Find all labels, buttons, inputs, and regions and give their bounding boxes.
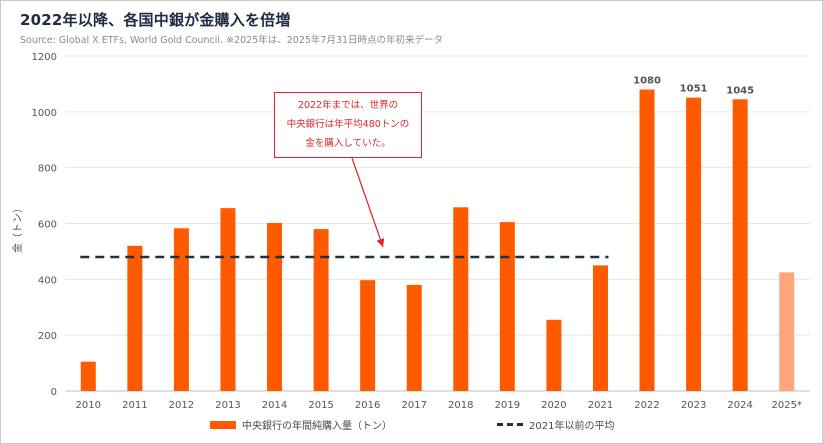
bar-2023 bbox=[686, 97, 702, 392]
bar-2020 bbox=[546, 319, 562, 391]
x-tick-label: 2025* bbox=[771, 400, 801, 411]
bar-2012 bbox=[173, 228, 189, 391]
annotation-line-2: 中央銀行は年平均480トンの bbox=[286, 119, 410, 130]
x-tick-label: 2019 bbox=[495, 400, 520, 411]
bar-2024 bbox=[732, 99, 748, 391]
bars bbox=[80, 89, 795, 392]
legend-dash-swatch bbox=[497, 423, 523, 426]
x-tick-label: 2016 bbox=[355, 400, 380, 411]
bar-2025* bbox=[779, 272, 795, 391]
x-tick-label: 2018 bbox=[448, 400, 473, 411]
x-tick-label: 2020 bbox=[541, 400, 566, 411]
annotation-arrow bbox=[351, 157, 384, 248]
legend-item-average: 2021年以前の平均 bbox=[497, 417, 614, 432]
legend-bar-swatch bbox=[210, 420, 236, 429]
bar-2010 bbox=[80, 361, 96, 391]
y-tick-label: 1200 bbox=[32, 52, 57, 63]
bar-2016 bbox=[360, 280, 376, 391]
y-tick-label: 0 bbox=[51, 387, 57, 398]
bar-2022 bbox=[639, 89, 655, 391]
chart-source-note: Source: Global X ETFs, World Gold Counci… bbox=[20, 35, 444, 46]
legend-item-bars: 中央銀行の年間純購入量（トン） bbox=[210, 417, 392, 432]
x-tick-label: 2012 bbox=[169, 400, 194, 411]
chart-title: 2022年以降、各国中銀が金購入を倍増 bbox=[20, 11, 291, 29]
legend-average-label: 2021年以前の平均 bbox=[529, 421, 615, 432]
x-tick-label: 2011 bbox=[122, 400, 147, 411]
annotation-line-3: 金を購入していた。 bbox=[305, 138, 391, 149]
x-axis-ticks: 2010 2011 2012 2013 2014 2015 2016 2017 2018 2019… bbox=[76, 400, 802, 411]
y-tick-label: 200 bbox=[38, 331, 57, 342]
annotation-line-1: 2022年までは、世界の bbox=[297, 100, 399, 111]
bar-2021 bbox=[592, 265, 608, 391]
x-tick-label: 2023 bbox=[681, 400, 706, 411]
data-label: 1051 bbox=[680, 84, 708, 95]
annotation-callout: 2022年までは、世界の 中央銀行は年平均480トンの 金を購入していた。 bbox=[274, 92, 422, 158]
x-tick-label: 2021 bbox=[588, 400, 613, 411]
data-label: 1045 bbox=[726, 85, 754, 96]
data-label: 1080 bbox=[633, 76, 661, 87]
x-tick-label: 2015 bbox=[308, 400, 333, 411]
bar-2015 bbox=[313, 229, 329, 391]
annotation-arrowhead bbox=[376, 238, 385, 247]
y-tick-label: 600 bbox=[38, 220, 57, 231]
bar-2014 bbox=[267, 222, 283, 391]
x-tick-label: 2014 bbox=[262, 400, 287, 411]
bar-2017 bbox=[406, 284, 422, 391]
bar-2013 bbox=[220, 208, 236, 391]
x-tick-label: 2010 bbox=[76, 400, 101, 411]
bar-2018 bbox=[453, 207, 469, 391]
y-tick-label: 400 bbox=[38, 275, 57, 286]
y-axis-ticks: 0 200 400 600 800 1000 1200 bbox=[32, 52, 57, 398]
chart-legend: 中央銀行の年間純購入量（トン） 2021年以前の平均 bbox=[0, 417, 823, 435]
y-tick-label: 800 bbox=[38, 164, 57, 175]
y-tick-label: 1000 bbox=[32, 108, 57, 119]
legend-bars-label: 中央銀行の年間純購入量（トン） bbox=[242, 421, 392, 432]
x-tick-label: 2024 bbox=[727, 400, 752, 411]
bar-2011 bbox=[127, 245, 143, 391]
y-axis-label: 金（トン） bbox=[11, 203, 24, 253]
x-tick-label: 2013 bbox=[215, 400, 240, 411]
x-tick-label: 2022 bbox=[634, 400, 659, 411]
bar-2019 bbox=[499, 222, 515, 391]
x-tick-label: 2017 bbox=[401, 400, 426, 411]
gridlines bbox=[65, 55, 810, 392]
data-labels: 1080 1051 1045 bbox=[633, 76, 754, 97]
